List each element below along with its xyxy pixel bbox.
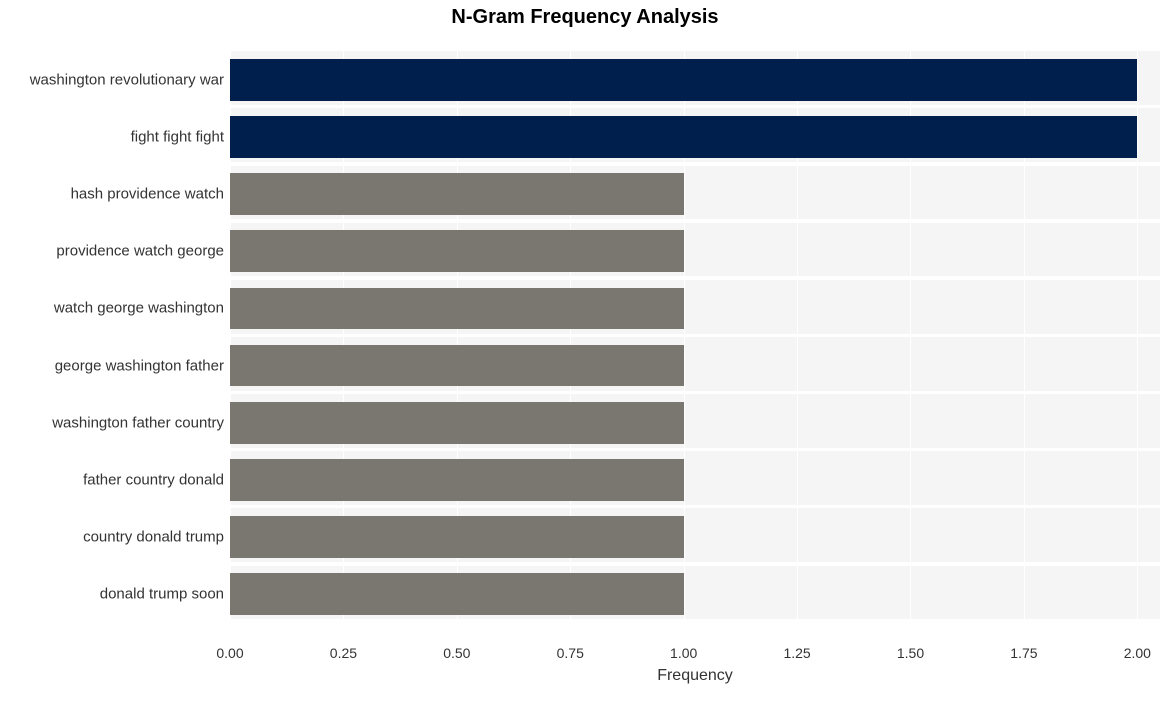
y-axis-label: fight fight fight bbox=[131, 129, 230, 146]
ngram-frequency-chart: N-Gram Frequency Analysis washington rev… bbox=[0, 0, 1170, 701]
x-axis-tick: 1.25 bbox=[783, 645, 810, 661]
bar bbox=[230, 59, 1137, 101]
bar bbox=[230, 116, 1137, 158]
y-axis-label: washington father country bbox=[52, 414, 230, 431]
bar bbox=[230, 573, 684, 615]
x-axis-tick: 0.75 bbox=[557, 645, 584, 661]
y-axis-label: watch george washington bbox=[54, 300, 230, 317]
y-axis-label: father country donald bbox=[83, 471, 230, 488]
x-axis-tick: 1.75 bbox=[1010, 645, 1037, 661]
y-axis-label: providence watch george bbox=[56, 243, 230, 260]
bar bbox=[230, 230, 684, 272]
y-axis-label: george washington father bbox=[55, 357, 230, 374]
x-axis-tick: 2.00 bbox=[1124, 645, 1151, 661]
y-axis-label: country donald trump bbox=[83, 529, 230, 546]
x-axis-tick: 1.00 bbox=[670, 645, 697, 661]
grid-vline bbox=[1137, 37, 1138, 637]
bar bbox=[230, 402, 684, 444]
plot-area: washington revolutionary warfight fight … bbox=[230, 37, 1160, 637]
bar bbox=[230, 288, 684, 330]
x-axis-tick: 0.00 bbox=[216, 645, 243, 661]
x-axis-tick: 0.25 bbox=[330, 645, 357, 661]
chart-title: N-Gram Frequency Analysis bbox=[0, 6, 1170, 29]
x-axis-tick: 1.50 bbox=[897, 645, 924, 661]
bar bbox=[230, 345, 684, 387]
x-axis-tick: 0.50 bbox=[443, 645, 470, 661]
bar bbox=[230, 516, 684, 558]
bar bbox=[230, 173, 684, 215]
y-axis-label: donald trump soon bbox=[100, 586, 230, 603]
x-axis-label: Frequency bbox=[657, 667, 733, 685]
y-axis-label: washington revolutionary war bbox=[30, 71, 230, 88]
bar bbox=[230, 459, 684, 501]
y-axis-label: hash providence watch bbox=[71, 186, 230, 203]
